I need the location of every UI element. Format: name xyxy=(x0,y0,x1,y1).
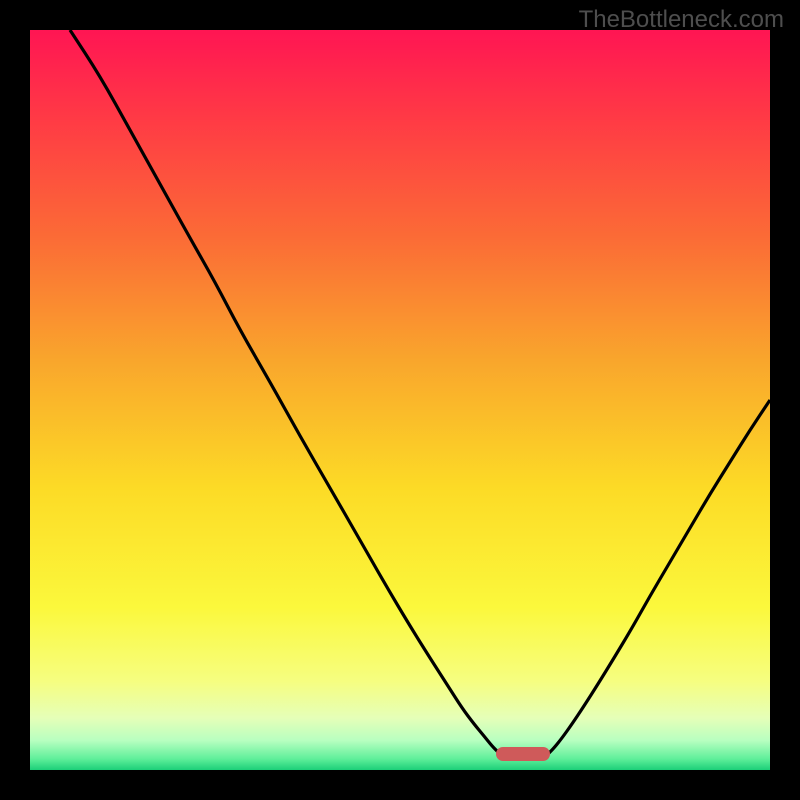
bottleneck-curve xyxy=(70,30,770,754)
watermark: TheBottleneck.com xyxy=(579,6,784,34)
curve-layer xyxy=(30,30,770,770)
plot-area xyxy=(30,30,770,770)
chart-container: TheBottleneck.com xyxy=(0,0,800,800)
min-marker xyxy=(496,747,550,761)
